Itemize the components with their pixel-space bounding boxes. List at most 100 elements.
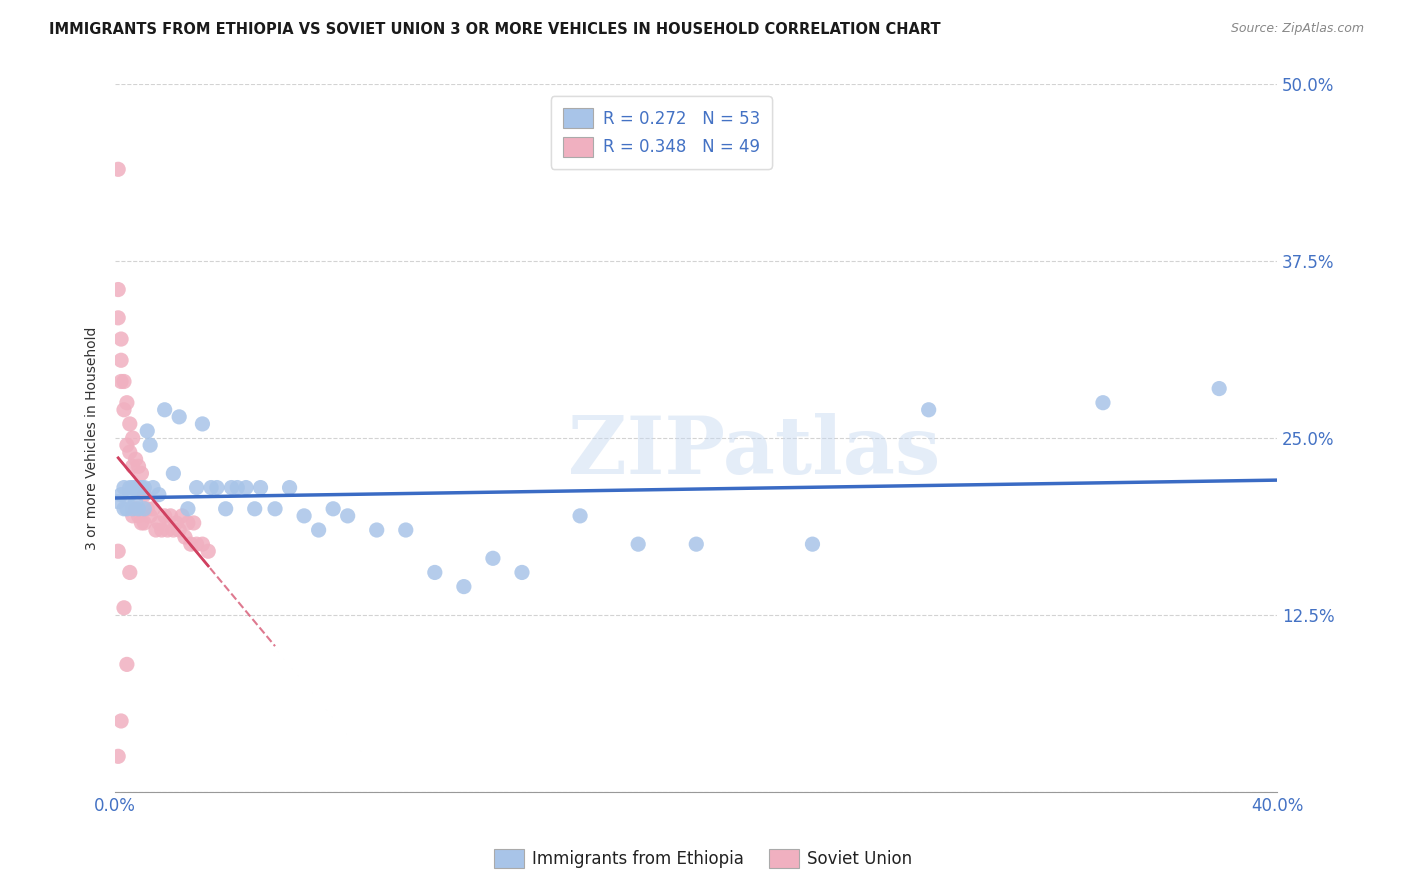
Point (134, 488, 156, 502)
Point (150, 523, 173, 537)
Point (235, 481, 257, 495)
Point (107, 162, 129, 177)
Point (200, 481, 222, 495)
Point (172, 508, 194, 523)
Point (510, 566, 533, 580)
Point (395, 523, 418, 537)
Point (174, 530, 197, 544)
Legend: Immigrants from Ethiopia, Soviet Union: Immigrants from Ethiopia, Soviet Union (486, 843, 920, 875)
Point (139, 508, 162, 523)
Point (112, 501, 135, 516)
Point (801, 537, 824, 551)
Point (118, 566, 141, 580)
Point (128, 508, 150, 523)
Point (243, 501, 266, 516)
Point (627, 537, 650, 551)
Point (110, 488, 132, 502)
Point (278, 481, 301, 495)
Point (107, 494, 129, 508)
Point (131, 467, 153, 481)
Point (153, 508, 176, 523)
Point (453, 580, 475, 594)
Point (162, 467, 184, 481)
Point (162, 523, 184, 537)
Point (423, 566, 446, 580)
Point (107, 544, 129, 558)
Point (292, 508, 315, 523)
Point (121, 459, 143, 474)
Point (221, 481, 243, 495)
Point (156, 523, 179, 537)
Point (128, 481, 150, 495)
Point (118, 481, 141, 495)
Point (148, 516, 170, 530)
Legend: R = 0.272   N = 53, R = 0.348   N = 49: R = 0.272 N = 53, R = 0.348 N = 49 (551, 96, 772, 169)
Point (1091, 395, 1114, 409)
Point (180, 537, 202, 551)
Point (128, 459, 150, 474)
Point (569, 508, 592, 523)
Point (308, 523, 330, 537)
Point (121, 501, 143, 516)
Point (177, 516, 200, 530)
Point (118, 445, 141, 459)
Point (191, 537, 214, 551)
Point (366, 523, 388, 537)
Point (167, 409, 190, 424)
Point (186, 481, 208, 495)
Point (115, 501, 138, 516)
Point (124, 501, 146, 516)
Point (136, 424, 159, 438)
Point (205, 481, 228, 495)
Point (153, 402, 176, 417)
Point (131, 481, 153, 495)
Point (336, 508, 359, 523)
Point (685, 537, 707, 551)
Point (118, 417, 141, 431)
Point (107, 749, 129, 764)
Point (177, 501, 200, 516)
Point (131, 516, 153, 530)
Point (186, 537, 208, 551)
Text: ZIPatlas: ZIPatlas (568, 413, 941, 491)
Point (115, 657, 138, 672)
Point (107, 310, 129, 325)
Point (112, 481, 135, 495)
Point (322, 501, 344, 516)
Point (112, 375, 135, 389)
Point (165, 516, 187, 530)
Point (124, 494, 146, 508)
Point (110, 714, 132, 728)
Point (145, 523, 167, 537)
Point (110, 353, 132, 368)
Point (191, 417, 214, 431)
Point (112, 600, 135, 615)
Point (183, 516, 205, 530)
Text: Source: ZipAtlas.com: Source: ZipAtlas.com (1230, 22, 1364, 36)
Point (918, 402, 941, 417)
Point (139, 438, 162, 452)
Point (112, 402, 135, 417)
Text: IMMIGRANTS FROM ETHIOPIA VS SOVIET UNION 3 OR MORE VEHICLES IN HOUSEHOLD CORRELA: IMMIGRANTS FROM ETHIOPIA VS SOVIET UNION… (49, 22, 941, 37)
Point (142, 501, 165, 516)
Point (148, 488, 170, 502)
Point (110, 332, 132, 346)
Point (159, 508, 181, 523)
Point (214, 501, 236, 516)
Point (167, 523, 190, 537)
Point (226, 481, 249, 495)
Point (197, 544, 219, 558)
Point (264, 501, 287, 516)
Point (134, 481, 156, 495)
Point (128, 501, 150, 516)
Point (134, 516, 156, 530)
Point (107, 283, 129, 297)
Point (110, 375, 132, 389)
Point (124, 481, 146, 495)
Point (142, 481, 165, 495)
Point (121, 481, 143, 495)
Point (249, 481, 271, 495)
Point (124, 452, 146, 467)
Point (121, 431, 143, 445)
Point (115, 438, 138, 452)
